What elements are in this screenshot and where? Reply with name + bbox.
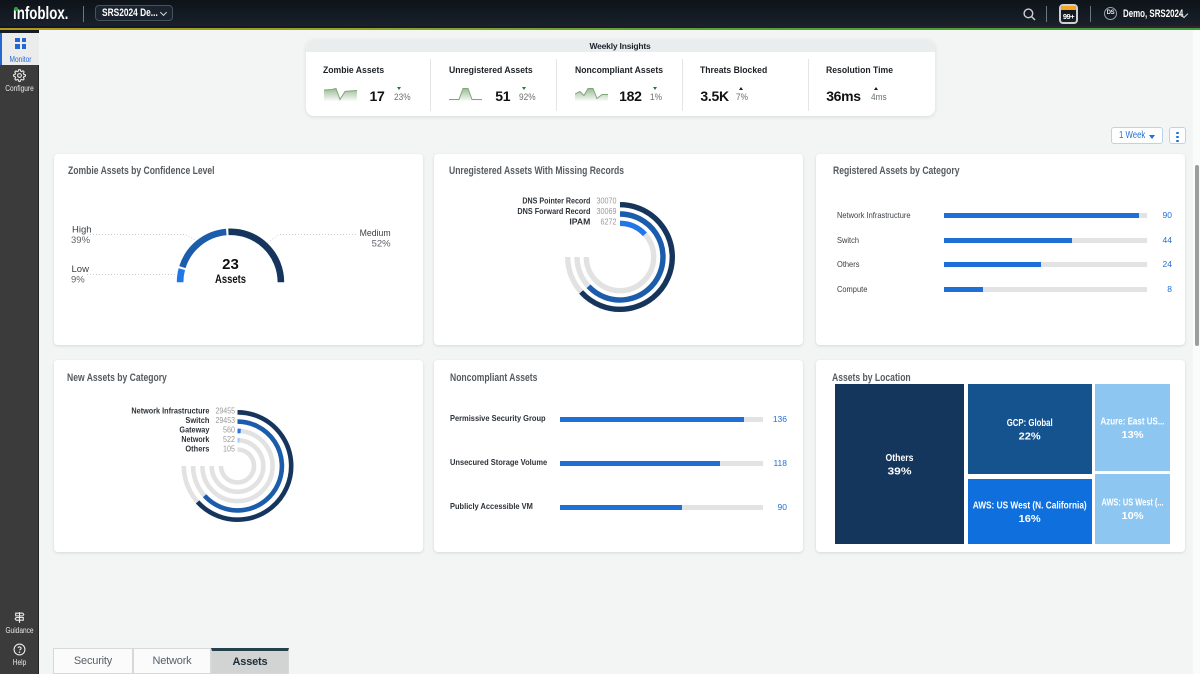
svg-text:Medium: Medium bbox=[360, 228, 391, 239]
svg-text:23: 23 bbox=[222, 256, 239, 273]
svg-text:30069: 30069 bbox=[597, 206, 617, 216]
svg-text:39%: 39% bbox=[71, 235, 91, 246]
svg-text:9%: 9% bbox=[71, 275, 85, 286]
svg-text:29455: 29455 bbox=[216, 406, 236, 416]
svg-text:Switch: Switch bbox=[185, 415, 209, 425]
svg-text:DNS Pointer Record: DNS Pointer Record bbox=[522, 196, 590, 206]
svg-text:Network Infrastructure: Network Infrastructure bbox=[131, 406, 209, 416]
svg-text:39%: 39% bbox=[888, 466, 913, 478]
svg-text:AWS: US West (N. California): AWS: US West (N. California) bbox=[973, 500, 1087, 512]
svg-text:High: High bbox=[72, 225, 92, 236]
svg-text:29453: 29453 bbox=[216, 415, 236, 425]
svg-text:522: 522 bbox=[223, 434, 235, 444]
svg-text:13%: 13% bbox=[1122, 429, 1145, 441]
svg-text:105: 105 bbox=[223, 444, 235, 454]
svg-text:IPAM: IPAM bbox=[569, 217, 590, 227]
svg-text:Others: Others bbox=[185, 444, 209, 454]
svg-text:22%: 22% bbox=[1019, 431, 1042, 443]
svg-text:30070: 30070 bbox=[597, 196, 617, 206]
svg-text:10%: 10% bbox=[1122, 510, 1145, 522]
svg-text:Azure: East US...: Azure: East US... bbox=[1101, 416, 1165, 428]
svg-text:AWS: US West (...: AWS: US West (... bbox=[1102, 497, 1164, 509]
svg-text:Assets: Assets bbox=[215, 272, 246, 286]
svg-text:GCP: Global: GCP: Global bbox=[1007, 417, 1053, 429]
svg-text:Gateway: Gateway bbox=[179, 425, 209, 435]
svg-text:DNS Forward Record: DNS Forward Record bbox=[517, 206, 590, 216]
svg-text:52%: 52% bbox=[372, 239, 392, 250]
svg-text:16%: 16% bbox=[1019, 513, 1042, 525]
svg-text:Network: Network bbox=[181, 434, 209, 444]
svg-text:Others: Others bbox=[886, 452, 914, 464]
svg-text:Low: Low bbox=[72, 264, 90, 275]
svg-text:560: 560 bbox=[223, 425, 235, 435]
svg-text:6272: 6272 bbox=[601, 217, 617, 227]
